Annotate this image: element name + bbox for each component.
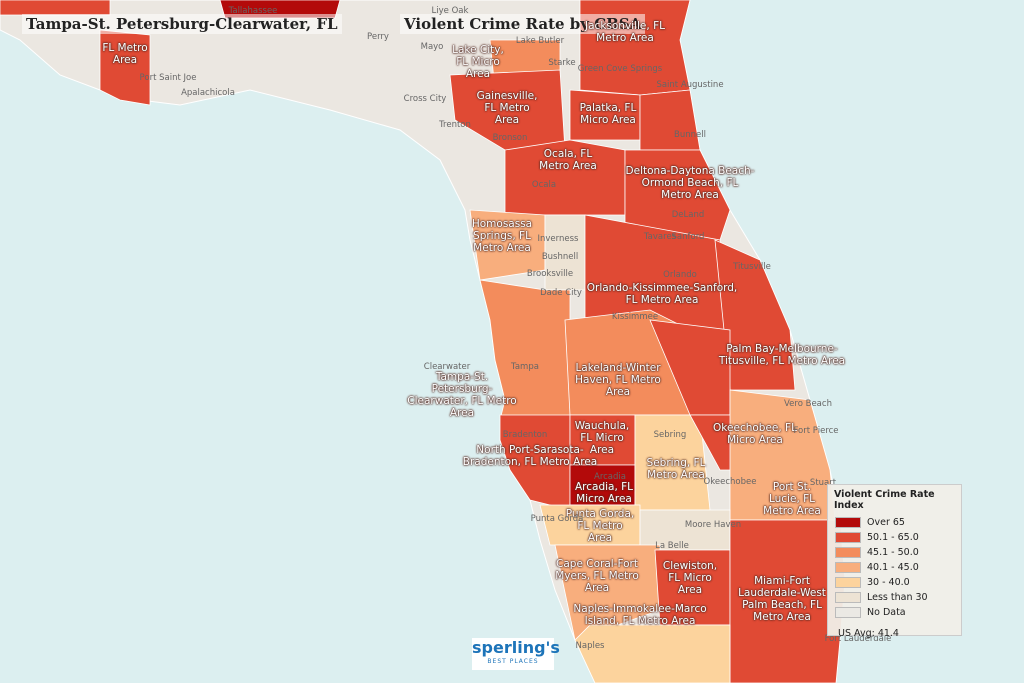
city-label: DeLand (671, 210, 705, 220)
area-label: Gainesville, FL Metro Area (476, 90, 538, 126)
city-label: Starke (548, 58, 576, 68)
legend-label: Over 65 (867, 517, 905, 528)
city-label: Moore Haven (684, 520, 742, 530)
header-title: Tampa-St. Petersburg-Clearwater, FL (22, 14, 342, 34)
city-label: Vero Beach (784, 399, 832, 409)
city-label: Cross City (403, 94, 447, 104)
legend-label: 50.1 - 65.0 (867, 532, 919, 543)
legend-swatch (835, 577, 861, 588)
city-label: La Belle (655, 541, 689, 551)
city-label: Bronson (492, 133, 528, 143)
logo-tagline: BEST PLACES (487, 658, 539, 665)
legend-label: Less than 30 (867, 592, 928, 603)
legend-label: 40.1 - 45.0 (867, 562, 919, 573)
area-label: Tampa-St. Petersburg-Clearwater, FL Metr… (407, 371, 517, 419)
city-label: Tavares (643, 232, 677, 242)
legend-item: 50.1 - 65.0 (835, 530, 961, 545)
city-label: Port Saint Joe (139, 73, 197, 83)
region (0, 0, 111, 16)
legend-item: 30 - 40.0 (835, 575, 961, 590)
area-label: Clewiston, FL Micro Area (662, 560, 718, 596)
legend-swatch (835, 607, 861, 618)
city-label: Green Cove Springs (577, 64, 663, 74)
city-label: Liye Oak (431, 6, 469, 16)
city-label: Arcadia (594, 472, 626, 482)
legend-item: 45.1 - 50.0 (835, 545, 961, 560)
legend-item: Less than 30 (835, 590, 961, 605)
logo-name: sperling's (472, 638, 560, 657)
area-label: Wauchula, FL Micro Area (574, 420, 630, 456)
area-label: Homosassa Springs, FL Metro Area (471, 218, 533, 254)
city-label: Punta Gorda (530, 514, 584, 524)
city-label: Orlando (663, 270, 697, 280)
area-label: Lakeland-Winter Haven, FL Metro Area (575, 362, 661, 398)
area-label: FL Metro Area (102, 42, 148, 66)
city-label: Naples (575, 641, 605, 651)
city-label: Sanford (671, 232, 705, 242)
area-label: Okeechobee, FL Micro Area (713, 422, 797, 446)
city-label: Clearwater (423, 362, 471, 372)
area-label: Cape Coral-Fort Myers, FL Metro Area (555, 558, 639, 594)
area-label: Naples-Immokalee-Marco Island, FL Metro … (573, 603, 707, 627)
city-label: Tallahassee (228, 6, 278, 16)
city-label: Bushnell (541, 252, 579, 262)
city-label: Titusville (733, 262, 771, 272)
city-label: Okeechobee (703, 477, 757, 487)
area-label: Punta Gorda, FL Metro Area (565, 508, 635, 544)
legend-title: Violent Crime Rate Index (834, 489, 935, 511)
legend-label: No Data (867, 607, 906, 618)
city-label: Apalachicola (181, 88, 235, 98)
region (574, 624, 731, 683)
area-label: Arcadia, FL Micro Area (574, 481, 634, 505)
city-label: Bunnell (674, 130, 706, 140)
city-label: Stuart (809, 478, 837, 488)
area-label: Port St. Lucie, FL Metro Area (763, 481, 821, 517)
area-label: Deltona-Daytona Beach-Ormond Beach, FL M… (625, 165, 755, 201)
city-label: Kissimmee (611, 312, 659, 322)
city-label: Dade City (540, 288, 582, 298)
city-label: Fort Lauderdale (824, 634, 892, 644)
area-label: Jacksonville, FL Metro Area (585, 20, 665, 44)
area-label: Orlando-Kissimmee-Sanford, FL Metro Area (586, 282, 738, 306)
city-label: Bradenton (502, 430, 548, 440)
legend-swatch (835, 532, 861, 543)
city-label: Lake Butler (515, 36, 565, 46)
area-label: North Port-Sarasota-Bradenton, FL Metro … (462, 444, 598, 468)
area-label: Palatka, FL Micro Area (579, 102, 637, 126)
area-label: Palm Bay-Melbourne-Titusville, FL Metro … (718, 343, 846, 367)
legend-item: Over 65 (835, 515, 961, 530)
legend-note: US Avg: 41.4 (838, 628, 899, 639)
city-label: Perry (367, 32, 389, 42)
legend-label: 45.1 - 50.0 (867, 547, 919, 558)
city-label: Sebring (653, 430, 687, 440)
city-label: Trenton (439, 120, 471, 130)
legend: Violent Crime Rate Index Over 65 50.1 - 6… (827, 484, 962, 639)
city-label: Ocala (531, 180, 557, 190)
city-label: Saint Augustine (656, 80, 724, 90)
area-label: Sebring, FL Metro Area (646, 457, 706, 481)
city-label: Mayo (420, 42, 444, 52)
city-label: Inverness (537, 234, 579, 244)
area-label: Lake City, FL Micro Area (452, 44, 504, 80)
legend-swatch (835, 592, 861, 603)
legend-item: 40.1 - 45.0 (835, 560, 961, 575)
logo: sperling's BEST PLACES (472, 638, 560, 670)
region (99, 29, 151, 106)
legend-swatch (835, 547, 861, 558)
region (639, 89, 701, 151)
legend-swatch (835, 562, 861, 573)
legend-label: 30 - 40.0 (867, 577, 910, 588)
map-title: Violent Crime Rate by CBSA (400, 14, 646, 34)
city-label: Fort Pierce (793, 426, 839, 436)
city-label: Brooksville (526, 269, 574, 279)
legend-item: No Data (835, 605, 961, 620)
area-label: Ocala, FL Metro Area (539, 148, 597, 172)
city-label: Tampa (511, 362, 539, 372)
area-label: Miami-Fort Lauderdale-West Palm Beach, F… (738, 575, 826, 623)
legend-swatch (835, 517, 861, 528)
